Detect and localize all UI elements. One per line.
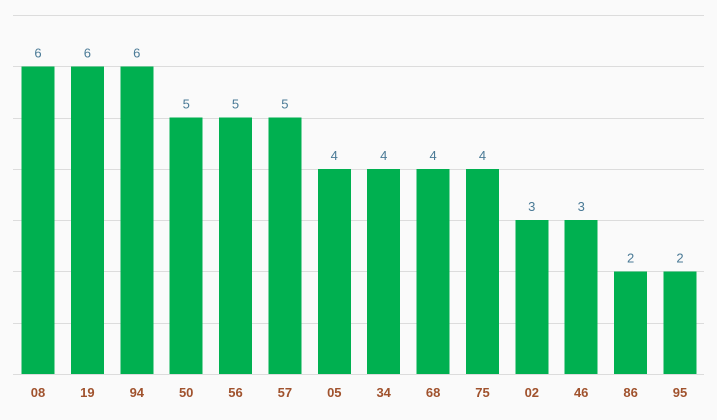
tick-label-75: 75 <box>475 385 489 400</box>
x-tick-labels: 08 19 94 50 56 57 05 34 68 75 02 46 86 95 <box>31 385 687 400</box>
data-label-05: 4 <box>331 148 338 163</box>
tick-label-95: 95 <box>673 385 687 400</box>
tick-label-68: 68 <box>426 385 440 400</box>
bar-95 <box>663 271 697 374</box>
bar-34 <box>367 168 401 374</box>
data-label-86: 2 <box>627 250 634 265</box>
tick-label-08: 08 <box>31 385 45 400</box>
bar-94 <box>120 66 154 375</box>
data-label-57: 5 <box>281 97 288 112</box>
tick-label-94: 94 <box>130 385 145 400</box>
tick-label-46: 46 <box>574 385 588 400</box>
bars <box>21 66 697 375</box>
data-label-08: 6 <box>34 45 41 60</box>
data-label-94: 6 <box>133 45 140 60</box>
tick-label-57: 57 <box>278 385 292 400</box>
bar-56 <box>219 117 252 374</box>
data-label-75: 4 <box>479 148 486 163</box>
bar-02 <box>515 220 549 374</box>
data-label-02: 3 <box>528 199 535 214</box>
tick-label-19: 19 <box>80 385 94 400</box>
tick-label-56: 56 <box>228 385 242 400</box>
data-labels: 6 6 6 5 5 5 4 4 4 4 3 3 2 2 <box>34 45 683 265</box>
data-label-68: 4 <box>429 148 436 163</box>
bar-05 <box>317 168 351 374</box>
bar-46 <box>564 220 598 374</box>
tick-label-02: 02 <box>525 385 539 400</box>
grid-lines <box>13 15 704 375</box>
bar-08 <box>21 66 55 375</box>
bar-86 <box>614 271 648 374</box>
data-label-50: 5 <box>183 97 190 112</box>
data-label-46: 3 <box>578 199 585 214</box>
bar-68 <box>416 168 450 374</box>
bar-50 <box>169 117 203 374</box>
tick-label-05: 05 <box>327 385 341 400</box>
data-label-95: 2 <box>676 250 683 265</box>
tick-label-50: 50 <box>179 385 193 400</box>
data-label-34: 4 <box>380 148 387 163</box>
tick-label-34: 34 <box>376 385 391 400</box>
tick-label-86: 86 <box>623 385 637 400</box>
bar-57 <box>268 117 302 374</box>
bar-75 <box>466 168 499 374</box>
data-label-19: 6 <box>84 45 91 60</box>
data-label-56: 5 <box>232 97 239 112</box>
bar-19 <box>70 66 104 375</box>
